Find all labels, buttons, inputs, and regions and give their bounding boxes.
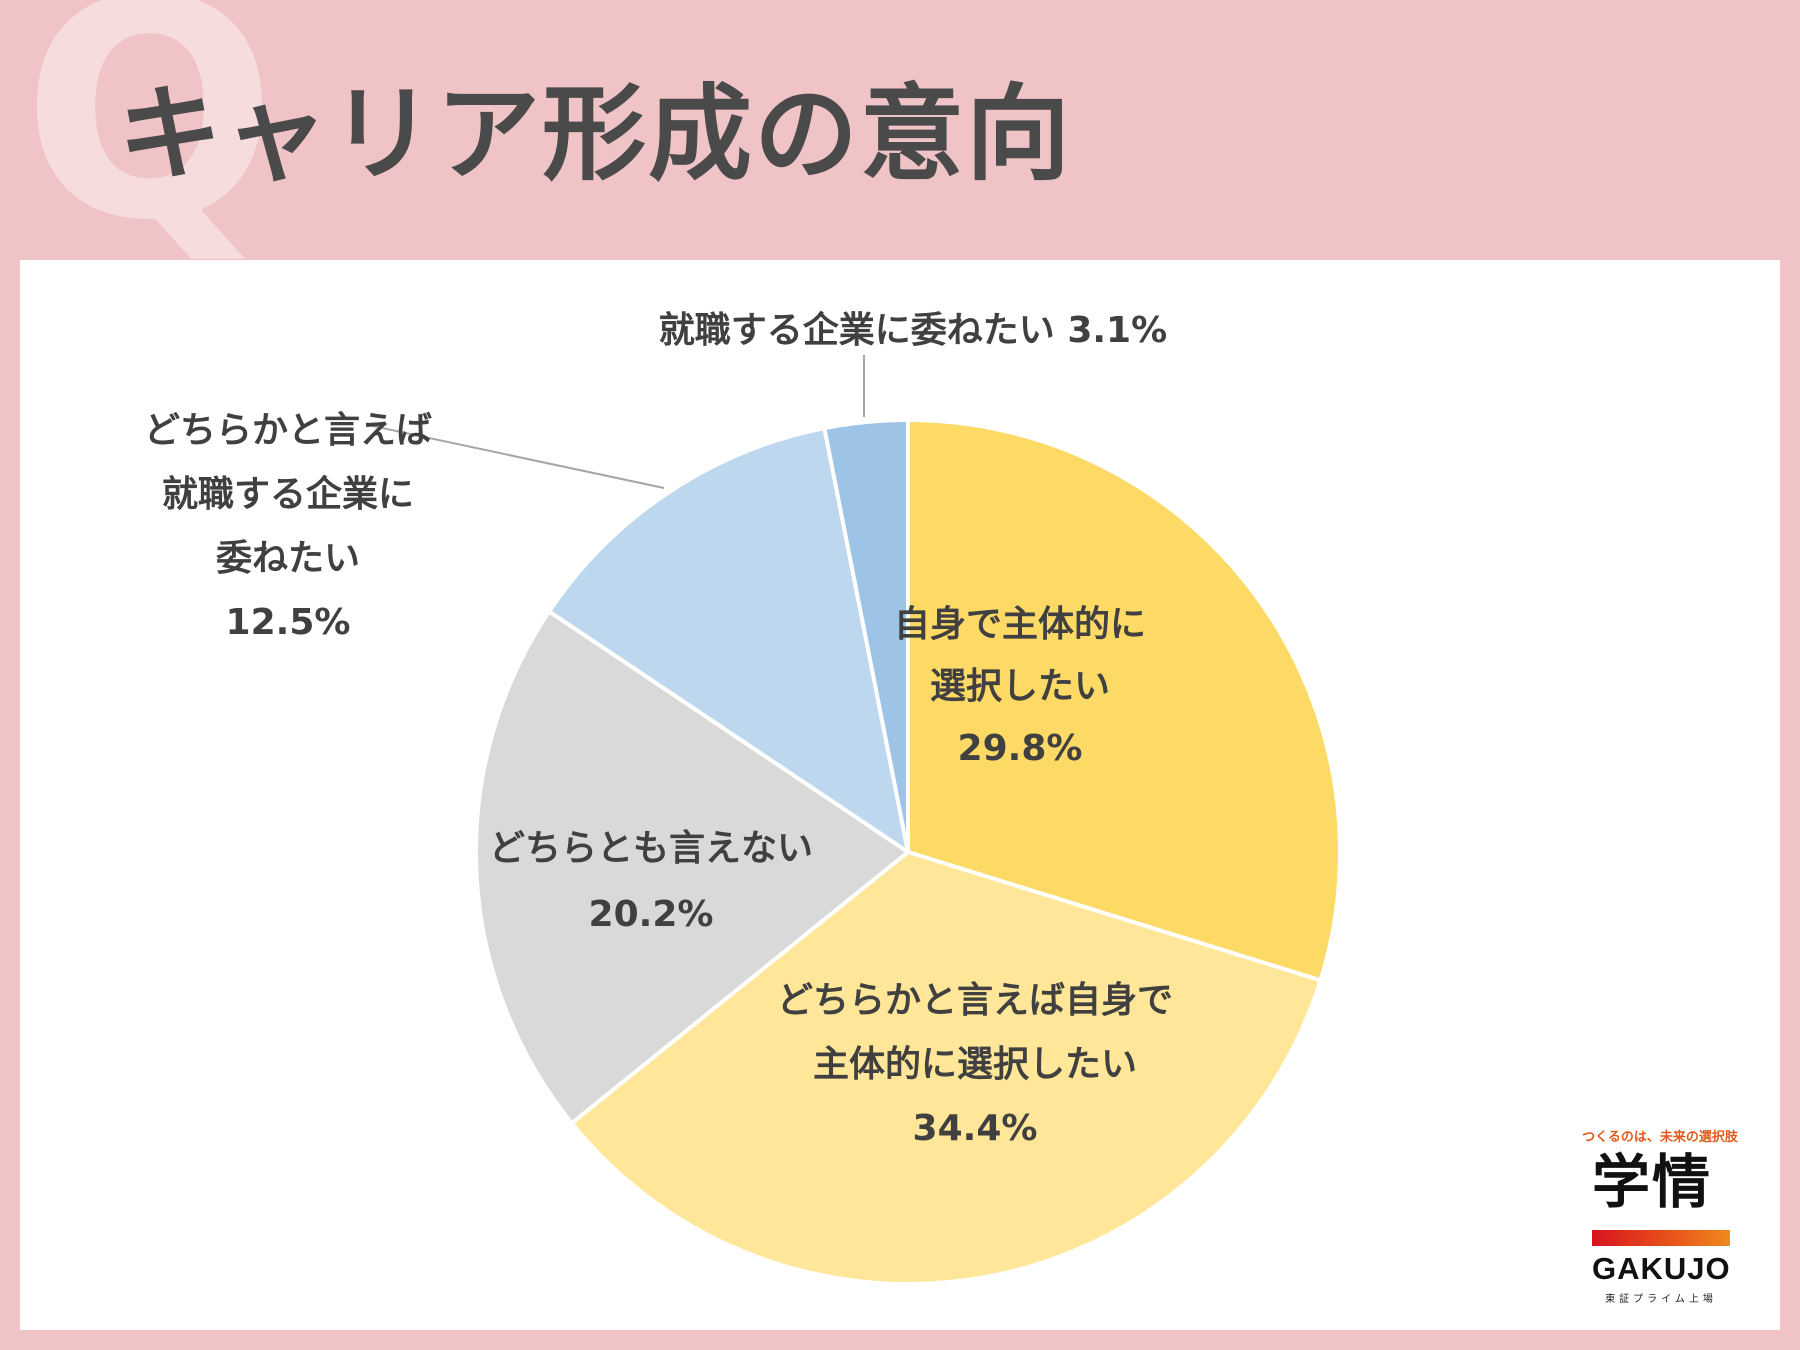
page-title: キャリア形成の意向	[118, 73, 1073, 195]
logo-wordmark: GAKUJO	[1592, 1251, 1731, 1286]
q-mark-decoration: Q	[22, 0, 278, 286]
slice-label-5-line-1: 就職する企業に委ねたい 3.1%	[659, 309, 1167, 351]
slice-value-label-2: 34.4%	[913, 1108, 1038, 1149]
slice-value-label-3: 20.2%	[589, 894, 714, 935]
slice-value-label-4: 12.5%	[226, 602, 351, 643]
logo-tagline: つくるのは、未来の選択肢	[1582, 1130, 1738, 1145]
slice-label-4-line-2: 就職する企業に	[162, 473, 414, 515]
slice-label-3-line-1: どちらとも言えない	[489, 828, 813, 869]
slice-label-4-line-1: どちらかと言えば	[144, 410, 432, 451]
pie-slice-1	[906, 418, 1342, 983]
slice-label-2-line-1: どちらかと言えば自身で	[777, 980, 1173, 1021]
logo-color-bar	[1592, 1230, 1730, 1246]
logo-listing-note: 東証プライム上場	[1605, 1294, 1717, 1305]
pie-slice-3	[474, 609, 910, 1126]
slice-label-2-line-2: 主体的に選択したい	[813, 1044, 1137, 1085]
pie-slice-2	[569, 850, 1323, 1286]
slice-label-4-line-3: 委ねたい	[216, 538, 360, 579]
gakujo-logo: つくるのは、未来の選択肢 学情 GAKUJO 東証プライム上場	[1552, 1123, 1782, 1313]
leader-line-4	[367, 424, 665, 489]
slice-label-1-line-2: 選択したい	[930, 666, 1110, 707]
chart-panel: 自身で主体的に 選択したい 29.8% どちらかと言えば自身で 主体的に選択したい 34.…	[20, 260, 1780, 1330]
logo-kanji: 学情	[1592, 1148, 1713, 1216]
slice-value-label-1: 29.8%	[958, 728, 1083, 769]
slice-label-1-line-1: 自身で主体的に	[894, 604, 1146, 645]
pie-slice-5	[822, 418, 910, 854]
pie-slice-4	[547, 426, 910, 854]
